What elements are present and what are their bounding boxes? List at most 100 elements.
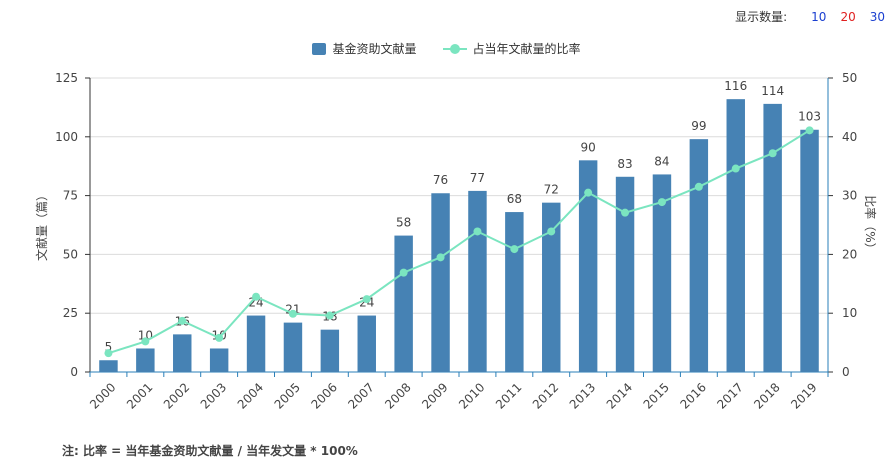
y-right-tick-label: 10 xyxy=(842,306,857,320)
y-right-tick-label: 20 xyxy=(842,247,857,261)
bar-value-label: 83 xyxy=(617,157,632,171)
x-tick-label: 2014 xyxy=(604,380,635,411)
y-right-tick-label: 40 xyxy=(842,130,857,144)
bar-value-label: 99 xyxy=(691,119,706,133)
bar xyxy=(320,329,340,372)
ratio-point xyxy=(288,309,297,318)
display-count-bar: 显示数量: 10 20 30 xyxy=(735,8,885,25)
bar-value-label: 5 xyxy=(105,340,113,354)
bar xyxy=(99,360,118,372)
bar xyxy=(209,348,229,372)
ratio-point xyxy=(436,253,445,262)
display-count-option-20[interactable]: 20 xyxy=(840,9,856,24)
ratio-point xyxy=(805,126,814,135)
x-tick-label: 2015 xyxy=(641,380,672,411)
x-tick-label: 2005 xyxy=(272,380,303,411)
x-tick-label: 2009 xyxy=(419,380,450,411)
bar-value-label: 116 xyxy=(724,79,747,93)
bar-value-label: 68 xyxy=(507,192,522,206)
y-left-tick-label: 50 xyxy=(63,247,78,261)
x-tick-label: 2008 xyxy=(382,380,413,411)
y-right-tick-label: 30 xyxy=(842,189,857,203)
display-count-option-10[interactable]: 10 xyxy=(811,9,827,24)
legend-label-line: 占当年文献量的比率 xyxy=(472,42,581,56)
ratio-point xyxy=(731,164,740,173)
x-tick-label: 2013 xyxy=(567,380,598,411)
bar xyxy=(615,176,635,372)
footnote: 注: 比率 = 当年基金资助文献量 / 当年发文量 * 100% xyxy=(62,444,358,458)
bar-value-label: 103 xyxy=(798,110,821,124)
y-left-tick-label: 0 xyxy=(70,365,78,379)
ratio-point xyxy=(510,245,519,254)
ratio-point xyxy=(178,316,187,325)
display-count-label: 显示数量: xyxy=(735,10,788,24)
ratio-point xyxy=(584,188,593,197)
y-right-tick-label: 0 xyxy=(842,365,850,379)
bar xyxy=(542,202,561,372)
ratio-point xyxy=(104,349,113,358)
bar xyxy=(246,315,266,372)
x-tick-label: 2007 xyxy=(345,380,376,411)
legend-label-bars: 基金资助文献量 xyxy=(332,42,417,56)
x-tick-label: 2011 xyxy=(493,380,524,411)
y-right-tick-label: 50 xyxy=(842,71,857,85)
ratio-point xyxy=(473,227,482,236)
bar-value-label: 58 xyxy=(396,216,411,230)
x-tick-label: 2003 xyxy=(198,380,229,411)
y-left-tick-label: 125 xyxy=(55,71,78,85)
ratio-point xyxy=(657,198,666,207)
x-tick-label: 2006 xyxy=(308,380,339,411)
x-tick-label: 2012 xyxy=(530,380,561,411)
x-tick-label: 2010 xyxy=(456,380,487,411)
y-left-tick-label: 75 xyxy=(63,189,78,203)
ratio-point xyxy=(362,295,371,304)
bar xyxy=(283,322,303,372)
legend-bar-swatch xyxy=(312,42,327,55)
bar xyxy=(763,103,782,372)
legend-item-line[interactable]: 占当年文献量的比率 xyxy=(442,40,581,57)
x-tick-label: 2002 xyxy=(161,380,192,411)
x-tick-label: 2016 xyxy=(677,380,708,411)
ratio-point xyxy=(621,208,630,217)
y-left-axis-title: 文献量（篇） xyxy=(34,189,49,261)
bar xyxy=(689,139,709,372)
bar xyxy=(431,193,450,372)
bar-value-label: 77 xyxy=(470,171,485,185)
ratio-point xyxy=(252,292,261,301)
bar xyxy=(726,99,745,372)
ratio-point xyxy=(399,268,408,277)
ratio-line xyxy=(108,129,811,355)
x-tick-label: 2018 xyxy=(751,380,782,411)
ratio-point xyxy=(215,333,224,342)
ratio-point xyxy=(547,227,556,236)
bar xyxy=(136,348,155,372)
bar xyxy=(652,174,672,372)
bar-value-label: 114 xyxy=(761,84,784,98)
x-tick-label: 2019 xyxy=(788,380,819,411)
bar xyxy=(468,190,487,372)
display-count-option-30[interactable]: 30 xyxy=(869,9,885,24)
bar-value-label: 90 xyxy=(581,140,596,154)
bar xyxy=(578,160,598,372)
x-tick-label: 2001 xyxy=(124,380,155,411)
bar xyxy=(505,212,524,372)
y-left-tick-label: 25 xyxy=(63,306,78,320)
legend-item-bars[interactable]: 基金资助文献量 xyxy=(312,40,417,57)
ratio-point xyxy=(694,182,703,191)
chart-legend: 基金资助文献量 占当年文献量的比率 xyxy=(0,40,893,57)
bar xyxy=(173,334,192,372)
x-tick-label: 2017 xyxy=(714,380,745,411)
ratio-point xyxy=(768,149,777,158)
ratio-point xyxy=(325,311,334,320)
y-left-tick-label: 100 xyxy=(55,130,78,144)
bar xyxy=(357,315,376,372)
ratio-point xyxy=(141,337,150,346)
bar xyxy=(800,129,819,372)
bar-value-label: 76 xyxy=(433,173,448,187)
bar-value-label: 84 xyxy=(654,154,669,168)
y-right-axis-title: 比率（%） xyxy=(863,195,878,254)
bar xyxy=(394,235,413,372)
x-tick-label: 2004 xyxy=(235,380,266,411)
bar-value-label: 72 xyxy=(544,183,559,197)
